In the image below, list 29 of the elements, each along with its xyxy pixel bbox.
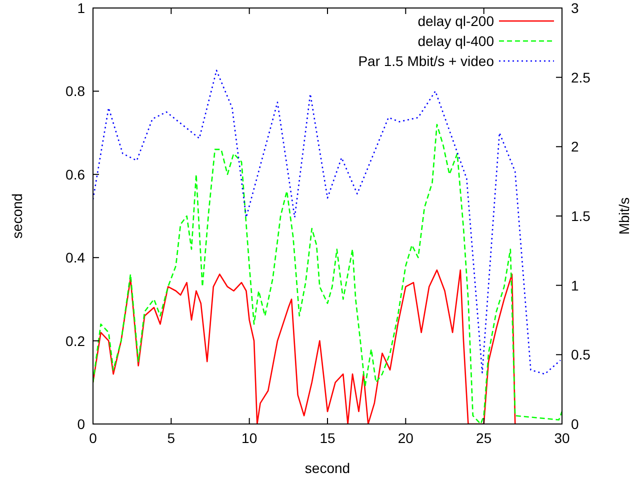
y2-tick-label: 0.5 — [571, 346, 591, 363]
y2-tick-label: 1.5 — [571, 208, 591, 224]
x-tick-label: 15 — [320, 430, 336, 446]
y-tick-label: 0.4 — [66, 250, 86, 266]
x-tick-label: 10 — [242, 430, 258, 446]
x-tick-label: 30 — [554, 430, 570, 446]
y2-tick-label: 2.5 — [571, 69, 591, 86]
x-tick-label: 20 — [398, 430, 414, 446]
y2-tick-label: 2 — [571, 138, 579, 155]
legend-label: Par 1.5 Mbit/s + video — [358, 53, 494, 69]
line-series — [93, 70, 562, 375]
x-tick-label: 5 — [167, 430, 176, 446]
line-series — [93, 124, 562, 424]
y-tick-label: 1 — [77, 0, 86, 16]
y-tick-label: 0.2 — [66, 332, 86, 349]
x-tick-label: 25 — [476, 430, 492, 446]
y2-axis-title: Mbit/s — [616, 197, 632, 235]
y2-tick-label: 1 — [571, 277, 579, 294]
legend-label: delay ql-200 — [418, 13, 494, 29]
y-axis-title: second — [9, 193, 25, 239]
y2-tick-label: 0 — [571, 416, 579, 432]
x-axis-title: second — [304, 460, 350, 476]
x-tick-label: 0 — [89, 430, 98, 446]
y-tick-label: 0.8 — [66, 83, 86, 100]
y-tick-label: 0.6 — [66, 166, 86, 182]
y-tick-label: 0 — [77, 416, 86, 432]
legend-label: delay ql-400 — [418, 33, 494, 49]
line-series — [93, 269, 516, 424]
y2-tick-label: 3 — [571, 0, 579, 16]
